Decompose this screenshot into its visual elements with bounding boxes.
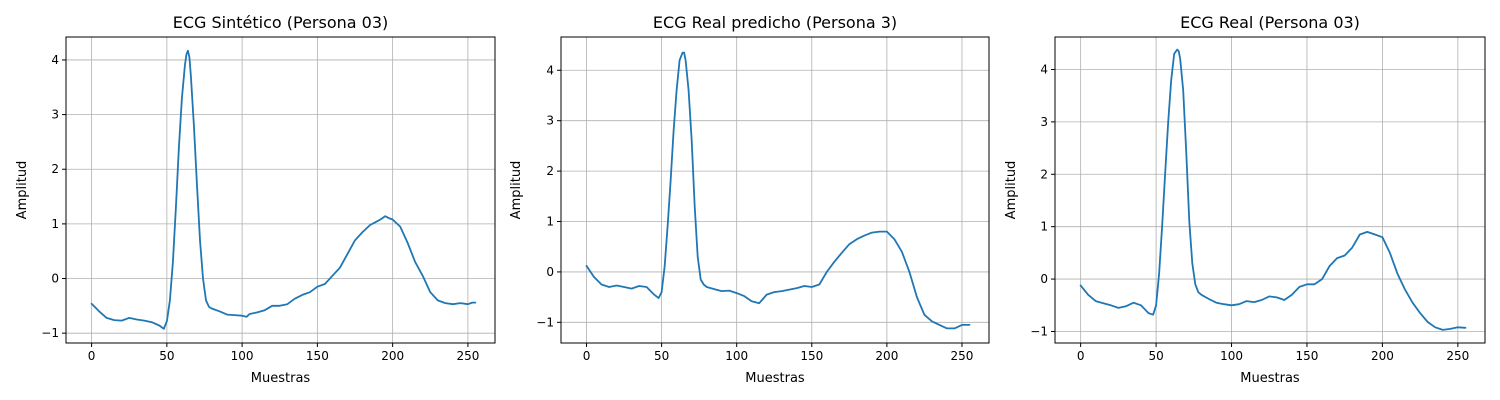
x-tick-label: 200 (875, 349, 898, 363)
y-tick-label: 4 (51, 53, 59, 67)
y-axis-label: Amplitud (15, 161, 30, 220)
x-tick-label: 0 (583, 349, 591, 363)
y-axis-label: Amplitud (1004, 161, 1019, 220)
y-tick-label: 1 (546, 215, 554, 229)
x-tick-label: 50 (1148, 349, 1163, 363)
x-tick-label: 0 (1077, 349, 1085, 363)
plot-frame (65, 36, 496, 344)
ecg-series-line (585, 51, 971, 330)
ecg-series-line (90, 49, 477, 330)
x-tick-label: 250 (1446, 349, 1469, 363)
x-axis-label: Muestras (745, 371, 805, 386)
y-tick-label: 1 (51, 217, 59, 231)
x-tick-label: 250 (951, 349, 974, 363)
y-tick-label: −1 (1030, 324, 1048, 338)
x-tick-label: 150 (1296, 349, 1319, 363)
x-tick-label: 250 (456, 349, 479, 363)
ecg-series-line (1079, 48, 1467, 331)
y-tick-label: 3 (51, 108, 59, 122)
y-tick-label: 2 (51, 162, 59, 176)
x-tick-label: 200 (381, 349, 404, 363)
x-tick-label: 50 (654, 349, 669, 363)
x-tick-label: 150 (800, 349, 823, 363)
x-tick-label: 150 (306, 349, 329, 363)
y-tick-label: 0 (546, 265, 554, 279)
y-tick-label: 1 (1040, 220, 1048, 234)
chart-panel-predicted: ECG Real predicho (Persona 3) Muestras A… (509, 13, 990, 386)
y-tick-label: 2 (1040, 167, 1048, 181)
x-tick-label: 200 (1371, 349, 1394, 363)
chart-title: ECG Real predicho (Persona 3) (653, 13, 897, 32)
chart-title: ECG Real (Persona 03) (1180, 13, 1360, 32)
y-tick-label: −1 (536, 315, 554, 329)
chart-panel-synthetic: ECG Sintético (Persona 03) Muestras Ampl… (15, 13, 496, 386)
plot-frame (560, 36, 990, 344)
y-tick-label: 3 (546, 114, 554, 128)
chart-title: ECG Sintético (Persona 03) (173, 13, 389, 32)
x-tick-label: 100 (231, 349, 254, 363)
x-axis-label: Muestras (1240, 371, 1300, 386)
x-tick-label: 50 (159, 349, 174, 363)
chart-panel-real: ECG Real (Persona 03) Muestras Amplitud … (1004, 13, 1486, 386)
x-tick-label: 100 (725, 349, 748, 363)
y-tick-label: 2 (546, 164, 554, 178)
y-tick-label: 4 (546, 63, 554, 77)
y-tick-label: 0 (1040, 272, 1048, 286)
y-tick-label: 4 (1040, 62, 1048, 76)
y-tick-label: 0 (51, 272, 59, 286)
y-axis-label: Amplitud (509, 161, 524, 220)
plot-frame (1054, 36, 1486, 344)
x-tick-label: 0 (88, 349, 96, 363)
x-tick-label: 100 (1220, 349, 1243, 363)
y-tick-label: −1 (41, 326, 59, 340)
y-tick-label: 3 (1040, 115, 1048, 129)
x-axis-label: Muestras (251, 371, 311, 386)
